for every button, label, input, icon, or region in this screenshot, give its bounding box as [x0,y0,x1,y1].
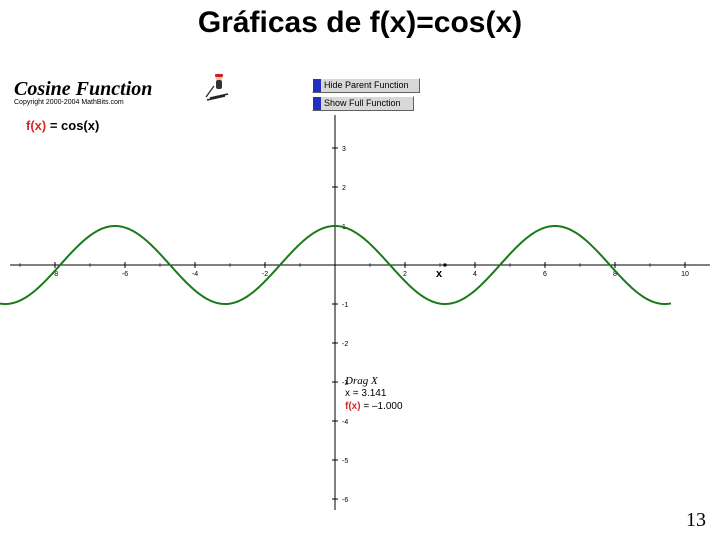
svg-text:2: 2 [342,185,346,192]
slide-title: Gráficas de f(x)=cos(x) [0,0,720,40]
readout-fx: f(x) = –1.000 [345,401,403,412]
svg-text:-4: -4 [342,419,348,426]
svg-text:-1: -1 [342,302,348,309]
svg-text:6: 6 [543,271,547,278]
show-full-label: Show Full Function [321,97,405,110]
svg-text:3: 3 [342,146,346,153]
svg-text:10: 10 [681,271,689,278]
readout-fx-value: –1.000 [372,401,403,412]
svg-text:4: 4 [473,271,477,278]
svg-text:-2: -2 [262,271,268,278]
readout-x: x = 3.141 [345,388,386,399]
skier-icon [204,72,230,102]
svg-text:-5: -5 [342,458,348,465]
svg-text:-4: -4 [192,271,198,278]
readout-fx-label: f(x) [345,401,361,412]
svg-text:2: 2 [403,271,407,278]
svg-text:-6: -6 [342,497,348,504]
readout-x-label: x = [345,388,361,399]
svg-text:-6: -6 [122,271,128,278]
cosine-chart: -8-6-4-2246810x-6-5-4-3-2-1123 [0,115,720,515]
drag-x-label[interactable]: Drag X [345,375,378,387]
hide-parent-label: Hide Parent Function [321,79,413,92]
readout-fx-eq: = [361,401,372,412]
svg-text:-2: -2 [342,341,348,348]
hide-parent-button[interactable]: Hide Parent Function [312,78,420,93]
show-full-button[interactable]: Show Full Function [312,96,414,111]
svg-text:x: x [436,268,443,280]
readout-x-value: 3.141 [361,388,386,399]
applet-title: Cosine Function [14,78,152,101]
page-number: 13 [686,509,706,532]
